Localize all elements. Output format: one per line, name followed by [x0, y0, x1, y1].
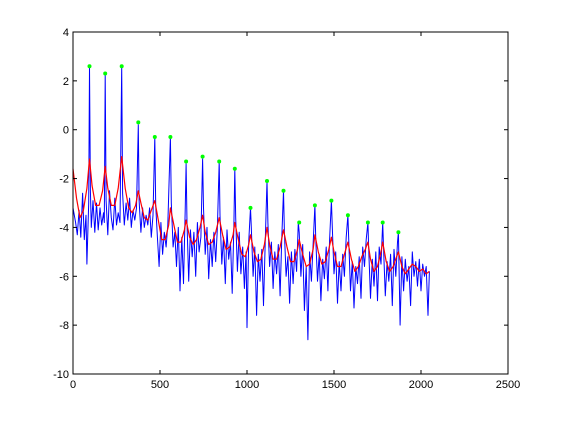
y-tick-label: 4	[63, 27, 69, 39]
peak-marker	[168, 135, 173, 139]
peak-marker	[312, 203, 317, 208]
red-envelope-line	[72, 156, 430, 275]
peak-marker	[248, 205, 253, 210]
peak-marker	[87, 64, 92, 69]
y-tick-label: -10	[53, 369, 69, 381]
axes: 0 500 1000 1500 2000 2500 -10 -8 -6 -4 -2 0 2 4	[53, 27, 520, 391]
peak-marker	[265, 179, 269, 183]
peak-marker	[184, 159, 189, 164]
peak-marker	[232, 166, 237, 171]
y-tick-label: 2	[63, 76, 69, 88]
peak-marker	[365, 220, 370, 225]
peak-marker	[136, 120, 141, 125]
peak-marker	[152, 135, 157, 139]
x-tick-label: 500	[151, 379, 169, 391]
x-tick-label: 2500	[496, 379, 520, 391]
plot-area	[72, 64, 430, 341]
peak-marker	[297, 220, 302, 225]
x-tick-label: 1500	[322, 379, 346, 391]
peak-marker	[200, 154, 205, 159]
peak-marker	[103, 71, 108, 76]
y-tick-label: -8	[59, 320, 69, 332]
y-tick-label: -4	[59, 222, 69, 234]
peak-marker	[396, 230, 401, 235]
y-tick-label: 0	[63, 125, 69, 137]
peak-marker	[217, 159, 222, 164]
peak-marker	[345, 213, 350, 218]
x-tick-label: 0	[70, 379, 76, 391]
x-tick-label: 2000	[409, 379, 433, 391]
y-tick-label: -6	[59, 271, 69, 283]
peak-marker	[380, 220, 385, 225]
axes-box	[72, 31, 509, 375]
peak-marker	[329, 198, 334, 203]
y-tick-label: -2	[59, 174, 69, 186]
peak-marker	[281, 188, 286, 193]
x-tick-label: 1000	[235, 379, 259, 391]
peak-marker	[119, 64, 124, 69]
